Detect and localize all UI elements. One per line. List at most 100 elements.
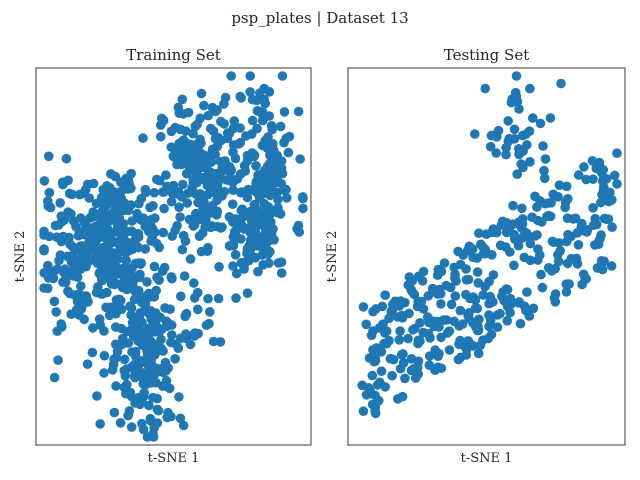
scatter-point (101, 209, 111, 219)
scatter-point (142, 277, 152, 287)
scatter-point (99, 368, 109, 378)
scatter-point (66, 252, 76, 262)
scatter-point (522, 287, 532, 297)
scatter-point (433, 362, 443, 373)
scatter-point (518, 162, 528, 173)
scatter-point (253, 219, 264, 229)
scatter-point (540, 154, 551, 164)
scatter-point (175, 212, 185, 222)
scatter-point (166, 142, 177, 152)
scatter-point (538, 141, 548, 151)
scatter-point (219, 99, 229, 109)
scatter-point (519, 252, 530, 263)
scatter-point (57, 177, 68, 188)
scatter-point (358, 302, 369, 312)
scatter-point (55, 250, 66, 260)
scatter-point (164, 383, 175, 394)
scatter-point (126, 422, 137, 432)
scatter-point (368, 345, 378, 355)
scatter-point (413, 338, 423, 349)
scatter-point (119, 382, 129, 393)
scatter-point (357, 380, 368, 391)
scatter-point (130, 258, 141, 269)
scatter-point (127, 216, 137, 226)
scatter-point (192, 119, 202, 130)
scatter-point (149, 292, 160, 302)
scatter-point (598, 176, 608, 187)
scatter-point (152, 404, 163, 415)
scatter-point (480, 248, 491, 259)
scatter-point (609, 170, 620, 181)
scatter-point (53, 220, 64, 230)
scatter-point (472, 267, 483, 277)
scatter-point (213, 293, 224, 304)
scatter-point (528, 113, 538, 123)
scatter-point (275, 121, 286, 132)
scatter-point (119, 228, 130, 239)
scatter-point (79, 314, 89, 325)
scatter-point (468, 292, 479, 302)
scatter-point (131, 240, 141, 251)
scatter-point (176, 291, 186, 302)
scatter-point (170, 354, 180, 364)
scatter-point (177, 244, 188, 255)
scatter-point (596, 197, 606, 208)
scatter-point (203, 110, 213, 121)
scatter-point (154, 275, 164, 285)
scatter-point (175, 413, 186, 424)
scatter-point (509, 134, 520, 144)
scatter-point (231, 226, 241, 236)
scatter-point (76, 281, 86, 291)
scatter-point (242, 192, 253, 203)
scatter-point (193, 304, 203, 315)
scatter-point (572, 259, 583, 269)
scatter-point (501, 149, 511, 160)
scatter-point (202, 180, 213, 191)
scatter-point (283, 147, 294, 158)
scatter-point (484, 321, 494, 332)
scatter-point (397, 310, 407, 321)
scatter-point (563, 194, 573, 204)
scatter-point (174, 202, 184, 212)
scatter-point (470, 129, 480, 139)
scatter-point (93, 243, 104, 253)
scatter-point (94, 314, 105, 324)
scatter-point (148, 392, 158, 403)
scatter-point (56, 211, 67, 221)
scatter-point (126, 168, 136, 179)
scatter-point (509, 124, 520, 135)
scatter-point (76, 290, 86, 301)
scatter-point (178, 109, 189, 119)
scatter-point (517, 130, 528, 141)
scatter-point (560, 202, 570, 213)
scatter-point (220, 156, 230, 166)
scatter-point (503, 116, 513, 126)
scatter-point (110, 339, 121, 350)
scatter-point (144, 323, 154, 334)
scatter-point (394, 335, 405, 345)
scatter-point (203, 293, 213, 304)
scatter-point (242, 288, 253, 299)
scatter-point (52, 326, 63, 337)
scatter-point (489, 130, 499, 141)
scatter-point (453, 354, 464, 365)
scatter-point (114, 294, 125, 305)
scatter-point (374, 395, 384, 406)
scatter-point (146, 236, 156, 246)
scatter-point (547, 236, 558, 247)
scatter-point (104, 232, 114, 243)
scatter-point (525, 157, 535, 167)
scatter-point (545, 113, 556, 123)
scatter-point (570, 213, 581, 224)
scatter-point (540, 173, 550, 184)
scatter-point (236, 93, 246, 103)
scatter-point (156, 131, 166, 142)
scatter-point (130, 368, 140, 379)
scatter-point (231, 293, 241, 303)
scatter-point (99, 350, 110, 361)
scatter-point (434, 322, 444, 332)
scatter-point (509, 229, 519, 240)
scatter-point (188, 175, 198, 185)
scatter-point (199, 197, 209, 207)
scatter-point (508, 219, 519, 229)
